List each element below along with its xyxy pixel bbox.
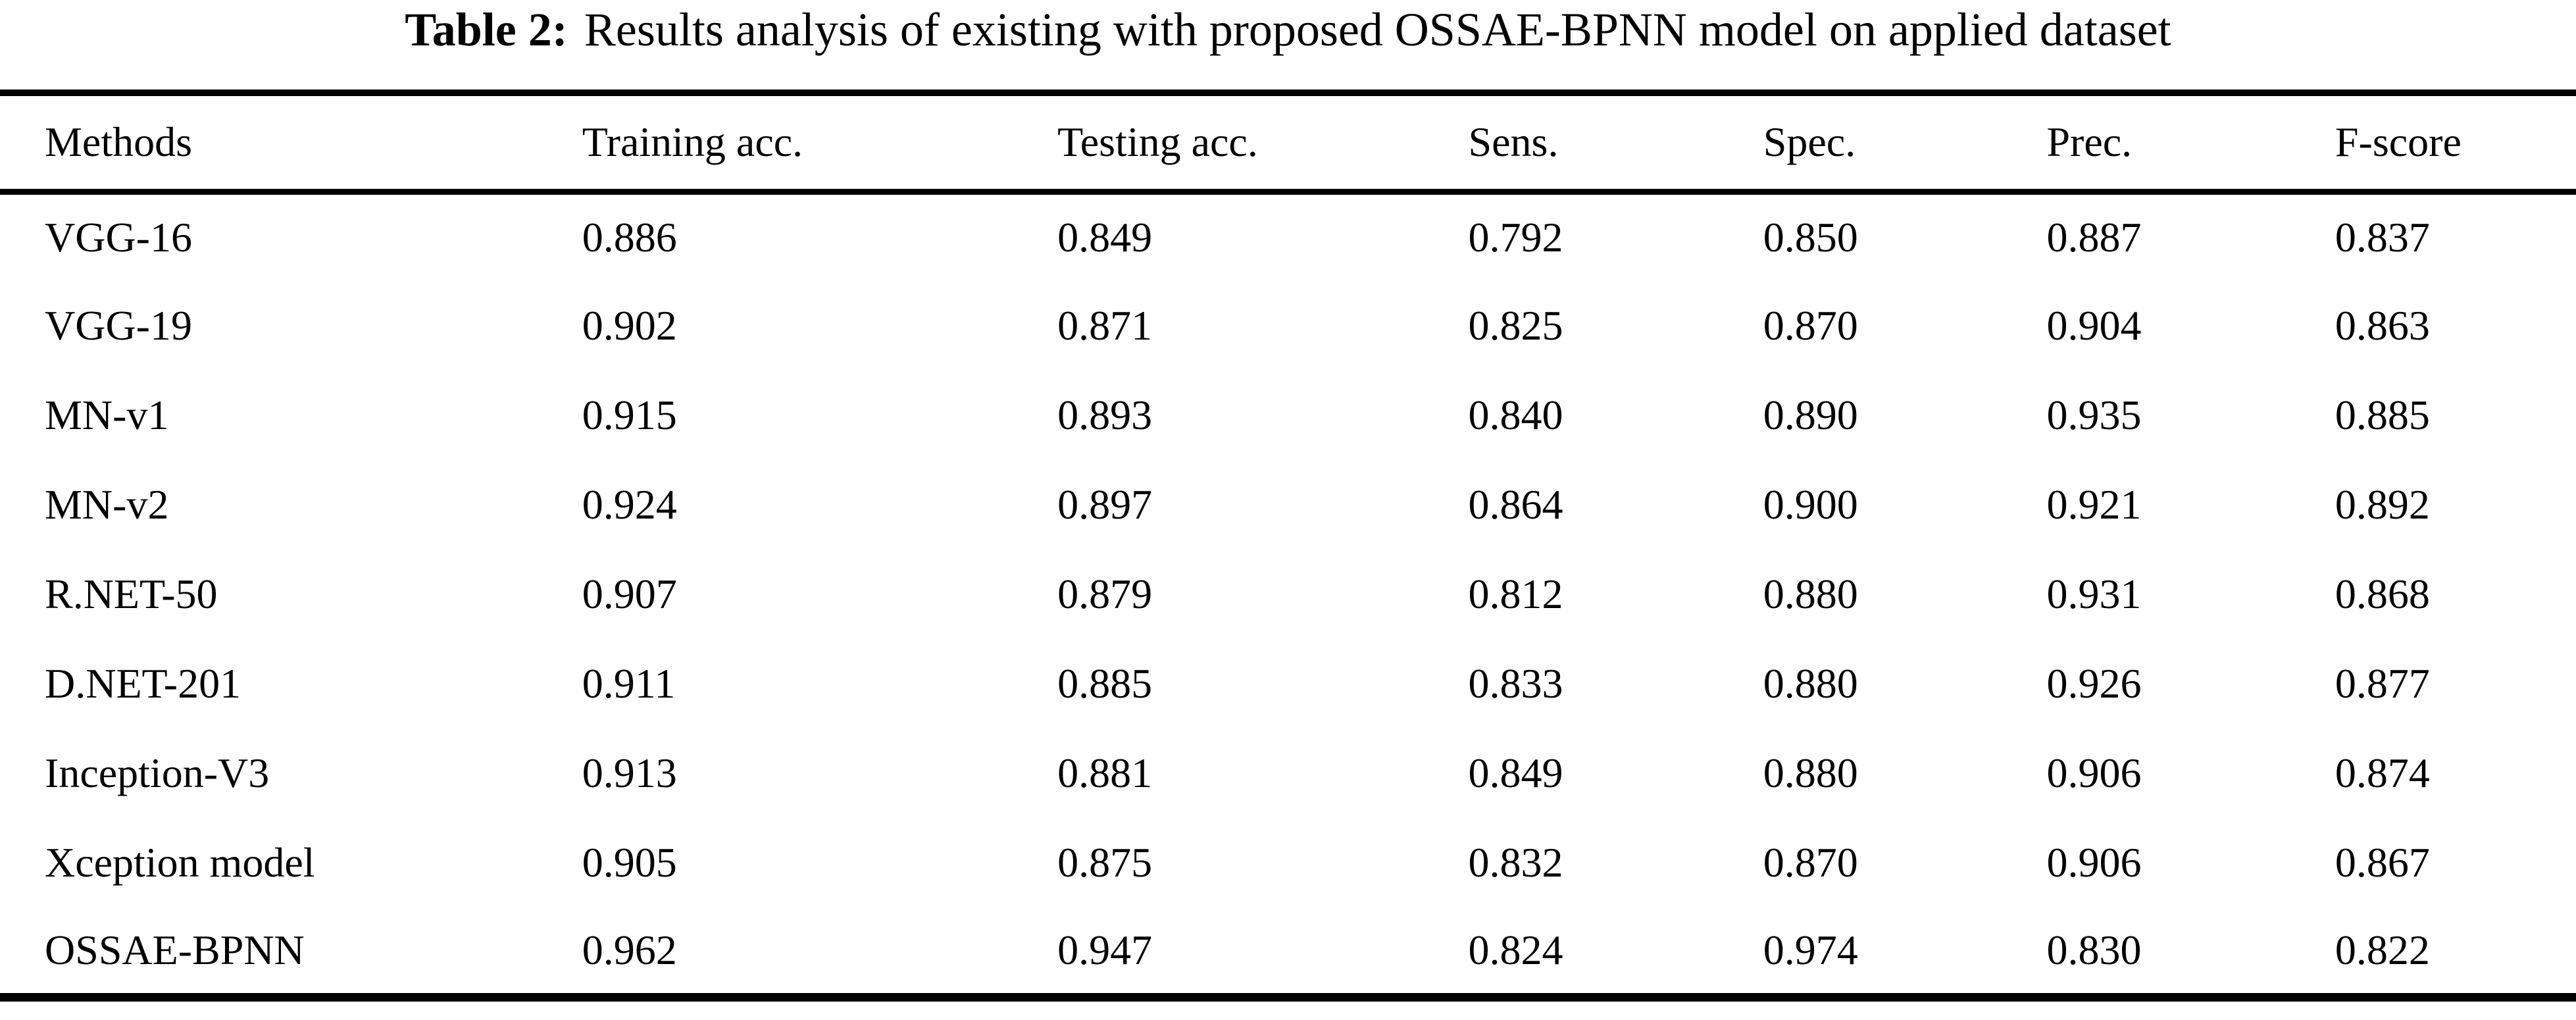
- cell-value: 0.833: [1468, 660, 1563, 707]
- cell-value: 0.886: [582, 214, 677, 261]
- table-row: Inception-V3 0.913 0.881 0.849 0.880 0.906 0.8…: [0, 728, 2576, 818]
- cell-value: 0.893: [1057, 392, 1153, 438]
- cell-value: 0.907: [582, 571, 677, 617]
- table-row: VGG-16 0.886 0.849 0.792 0.850 0.887 0.837: [0, 191, 2576, 281]
- column-header-spec: Spec.: [1763, 118, 1856, 166]
- cell-value: 0.902: [582, 302, 677, 349]
- cell-method: OSSAE-BPNN: [45, 926, 305, 973]
- cell-value: 0.880: [1763, 660, 1858, 707]
- cell-value: 0.825: [1468, 302, 1563, 349]
- cell-value: 0.881: [1057, 750, 1153, 796]
- column-header-testing-acc: Testing acc.: [1057, 118, 1258, 166]
- table-row: VGG-19 0.902 0.871 0.825 0.870 0.904 0.863: [0, 281, 2576, 370]
- cell-value: 0.915: [582, 392, 677, 438]
- table-title: Table 2: Results analysis of existing wit…: [0, 0, 2576, 89]
- cell-value: 0.812: [1468, 571, 1563, 617]
- cell-value: 0.832: [1468, 839, 1563, 886]
- cell-value: 0.849: [1057, 214, 1153, 261]
- cell-value: 0.947: [1057, 926, 1153, 973]
- cell-value: 0.921: [2046, 481, 2142, 528]
- table-row: MN-v2 0.924 0.897 0.864 0.900 0.921 0.892: [0, 460, 2576, 549]
- cell-value: 0.924: [582, 481, 677, 528]
- table-header: Methods Training acc. Testing acc. Sens. Spe…: [0, 93, 2576, 191]
- cell-value: 0.885: [2335, 392, 2430, 438]
- cell-value: 0.905: [582, 839, 677, 886]
- cell-value: 0.906: [2046, 839, 2142, 886]
- table-number-label: Table 2:: [405, 3, 568, 56]
- table-row: Xception model 0.905 0.875 0.832 0.870 0.906 0…: [0, 818, 2576, 907]
- cell-value: 0.877: [2335, 660, 2430, 707]
- cell-value: 0.931: [2046, 571, 2142, 617]
- cell-method: VGG-16: [45, 214, 192, 261]
- cell-value: 0.935: [2046, 392, 2142, 438]
- cell-value: 0.830: [2046, 926, 2142, 973]
- column-header-methods: Methods: [45, 118, 192, 166]
- column-header-f-score: F-score: [2335, 118, 2462, 166]
- cell-value: 0.892: [2335, 481, 2430, 528]
- cell-value: 0.864: [1468, 481, 1563, 528]
- cell-value: 0.913: [582, 750, 677, 796]
- cell-value: 0.871: [1057, 302, 1153, 349]
- cell-value: 0.875: [1057, 839, 1153, 886]
- results-table: Methods Training acc. Testing acc. Sens. Spe…: [0, 89, 2576, 1002]
- table-row: OSSAE-BPNN 0.962 0.947 0.824 0.974 0.830 0.822: [0, 907, 2576, 997]
- cell-value: 0.837: [2335, 214, 2430, 261]
- table-caption: Results analysis of existing with propos…: [584, 3, 2171, 56]
- cell-value: 0.868: [2335, 571, 2430, 617]
- cell-value: 0.870: [1763, 302, 1858, 349]
- cell-method: MN-v1: [45, 392, 169, 438]
- column-header-prec: Prec.: [2046, 118, 2133, 166]
- cell-method: D.NET-201: [45, 660, 241, 707]
- cell-value: 0.906: [2046, 750, 2142, 796]
- cell-value: 0.904: [2046, 302, 2142, 349]
- cell-value: 0.879: [1057, 571, 1153, 617]
- cell-value: 0.849: [1468, 750, 1563, 796]
- cell-value: 0.880: [1763, 750, 1858, 796]
- cell-value: 0.870: [1763, 839, 1858, 886]
- cell-value: 0.840: [1468, 392, 1563, 438]
- column-header-sens: Sens.: [1468, 118, 1559, 166]
- cell-value: 0.962: [582, 926, 677, 973]
- cell-value: 0.911: [582, 660, 676, 707]
- cell-method: Inception-V3: [45, 750, 270, 796]
- cell-value: 0.887: [2046, 214, 2142, 261]
- cell-method: VGG-19: [45, 302, 192, 349]
- table-body: VGG-16 0.886 0.849 0.792 0.850 0.887 0.837 VGG-…: [0, 191, 2576, 997]
- cell-value: 0.867: [2335, 839, 2430, 886]
- column-header-training-acc: Training acc.: [582, 118, 803, 166]
- header-row: Methods Training acc. Testing acc. Sens. Spe…: [0, 93, 2576, 191]
- cell-value: 0.974: [1763, 926, 1858, 973]
- cell-value: 0.897: [1057, 481, 1153, 528]
- cell-value: 0.885: [1057, 660, 1153, 707]
- cell-value: 0.890: [1763, 392, 1858, 438]
- cell-value: 0.850: [1763, 214, 1858, 261]
- cell-method: R.NET-50: [45, 571, 218, 617]
- cell-value: 0.824: [1468, 926, 1563, 973]
- table-row: MN-v1 0.915 0.893 0.840 0.890 0.935 0.885: [0, 370, 2576, 460]
- cell-value: 0.926: [2046, 660, 2142, 707]
- cell-value: 0.880: [1763, 571, 1858, 617]
- cell-value: 0.863: [2335, 302, 2430, 349]
- table-row: D.NET-201 0.911 0.885 0.833 0.880 0.926 0.877: [0, 639, 2576, 728]
- cell-method: MN-v2: [45, 481, 169, 528]
- cell-value: 0.792: [1468, 214, 1563, 261]
- cell-value: 0.874: [2335, 750, 2430, 796]
- cell-method: Xception model: [45, 839, 315, 886]
- cell-value: 0.900: [1763, 481, 1858, 528]
- cell-value: 0.822: [2335, 926, 2430, 973]
- table-row: R.NET-50 0.907 0.879 0.812 0.880 0.931 0.868: [0, 549, 2576, 639]
